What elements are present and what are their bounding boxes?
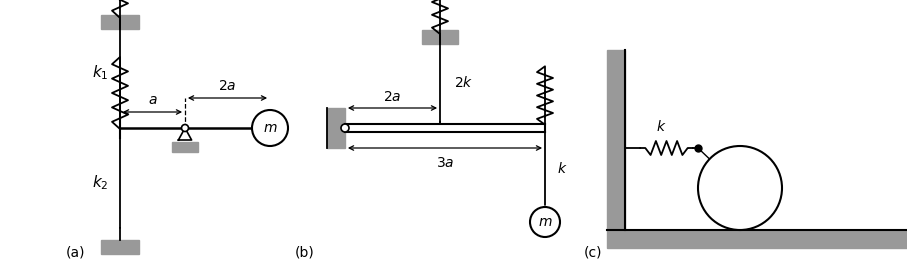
Text: O: O [725, 183, 736, 197]
Text: $m$: $m$ [263, 121, 278, 135]
Text: $k$: $k$ [657, 119, 667, 134]
Circle shape [530, 207, 560, 237]
Text: $2a$: $2a$ [384, 90, 402, 104]
Circle shape [252, 110, 288, 146]
Bar [101, 240, 139, 254]
Text: $2a$: $2a$ [219, 79, 237, 93]
Text: $2k$: $2k$ [454, 74, 473, 90]
Text: $r$: $r$ [725, 157, 734, 171]
Bar [172, 142, 198, 152]
Text: (c): (c) [584, 246, 602, 260]
Text: $k$: $k$ [557, 161, 568, 176]
Bar [327, 108, 345, 148]
Text: $k_1$: $k_1$ [92, 63, 108, 82]
Bar [422, 30, 458, 44]
Text: (a): (a) [65, 246, 84, 260]
Bar [607, 230, 907, 248]
Circle shape [181, 125, 189, 132]
Text: $k_2$: $k_2$ [92, 174, 108, 192]
Text: $m$: $m$ [538, 215, 552, 229]
Text: $3a$: $3a$ [435, 156, 454, 170]
Circle shape [698, 146, 782, 230]
Text: $m$: $m$ [746, 181, 761, 195]
Bar [101, 15, 139, 29]
Text: $a$: $a$ [148, 93, 157, 107]
Circle shape [341, 124, 349, 132]
Bar [607, 50, 625, 230]
Text: (b): (b) [295, 246, 315, 260]
